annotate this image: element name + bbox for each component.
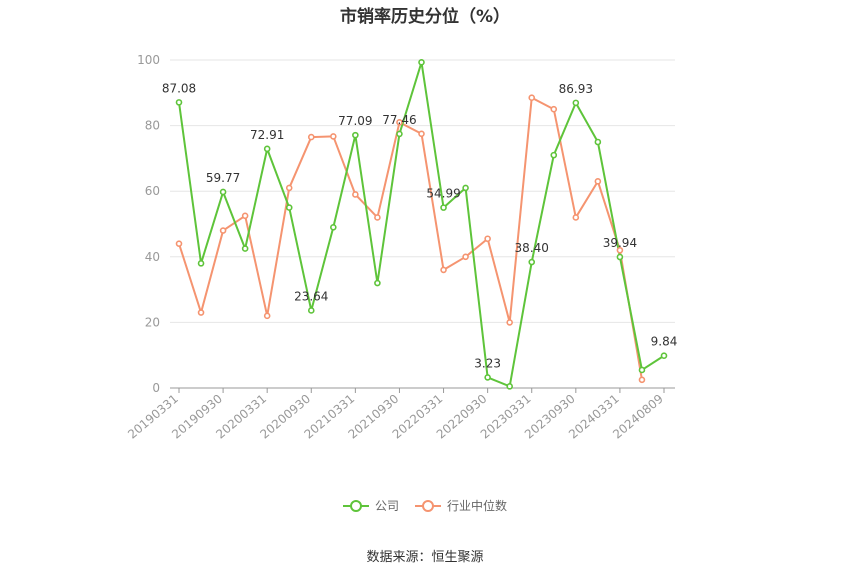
y-tick-label: 20 xyxy=(145,315,160,329)
data-point xyxy=(175,99,183,106)
data-point xyxy=(374,214,381,221)
legend-item-company[interactable]: 公司 xyxy=(342,497,399,514)
data-point xyxy=(263,145,271,153)
data-label: 86.93 xyxy=(559,82,593,96)
data-point xyxy=(241,245,249,252)
data-label: 87.08 xyxy=(162,81,196,95)
data-point xyxy=(550,105,558,113)
data-point xyxy=(638,366,646,374)
data-label: 38.40 xyxy=(515,241,549,255)
data-label: 59.77 xyxy=(206,171,240,185)
data-label: 9.84 xyxy=(651,335,678,349)
data-point xyxy=(352,191,359,198)
series-line xyxy=(178,96,643,380)
data-label: 72.91 xyxy=(250,128,284,142)
legend-label-company: 公司 xyxy=(374,499,399,513)
data-source: 数据来源：恒生聚源 xyxy=(366,550,484,565)
y-tick-label: 0 xyxy=(152,381,160,395)
data-point xyxy=(374,279,381,287)
data-label: 23.64 xyxy=(294,289,328,303)
data-point xyxy=(330,133,337,140)
data-label: 77.46 xyxy=(382,113,416,127)
data-point xyxy=(484,235,491,243)
data-point xyxy=(616,253,624,261)
data-point xyxy=(660,352,668,360)
data-label: 3.23 xyxy=(474,356,501,370)
data-point xyxy=(352,131,359,139)
data-point xyxy=(440,204,447,211)
y-tick-label: 80 xyxy=(145,119,160,133)
data-point xyxy=(594,178,602,185)
data-point xyxy=(418,130,425,138)
data-point xyxy=(506,319,513,326)
grid-lines xyxy=(170,59,675,323)
series-points xyxy=(175,58,668,390)
data-point xyxy=(418,58,425,66)
data-labels: 87.08 59.77 72.91 23.64 77.09 77.46 54.99 3.23 3… xyxy=(162,81,678,370)
data-point xyxy=(219,188,227,196)
data-point xyxy=(638,376,646,384)
data-point xyxy=(197,309,205,316)
data-point xyxy=(241,212,249,220)
data-point xyxy=(550,151,558,159)
data-point xyxy=(462,184,469,192)
data-point xyxy=(506,383,513,390)
data-point xyxy=(175,240,183,247)
data-point xyxy=(285,184,293,192)
data-point xyxy=(440,266,447,274)
data-point xyxy=(197,260,205,267)
line-chart: 0 20 40 60 80 100 201903312019093020200331202… xyxy=(125,53,678,442)
series-lines xyxy=(178,61,665,388)
data-point xyxy=(594,138,602,146)
data-label: 54.99 xyxy=(426,187,460,201)
data-point xyxy=(285,204,293,211)
data-point xyxy=(307,133,315,141)
legend: 公司 行业中位数 xyxy=(0,497,850,514)
y-tick-label: 60 xyxy=(145,184,160,198)
data-point xyxy=(484,374,491,381)
data-label: 77.09 xyxy=(338,114,372,128)
legend-label-industry-median: 行业中位数 xyxy=(447,499,508,513)
data-point xyxy=(616,246,624,254)
data-point xyxy=(572,214,580,221)
data-point xyxy=(307,307,315,314)
y-tick-label: 100 xyxy=(137,53,160,67)
data-point xyxy=(263,312,271,320)
y-tick-label: 40 xyxy=(145,250,160,264)
data-point xyxy=(462,253,469,261)
legend-swatch-industry-median xyxy=(415,499,441,513)
legend-swatch-company xyxy=(342,499,369,513)
data-point xyxy=(528,258,536,266)
data-point xyxy=(219,227,227,234)
series-line xyxy=(178,61,665,388)
x-axis: 2019033120190930202003312020093020210331… xyxy=(125,387,675,442)
data-point xyxy=(528,94,536,102)
data-point xyxy=(330,223,337,231)
chart-title: 市销率历史分位（%） xyxy=(339,7,511,27)
data-label: 39.94 xyxy=(603,236,637,250)
legend-item-industry-median[interactable]: 行业中位数 xyxy=(415,497,507,514)
data-point xyxy=(396,119,403,126)
data-point xyxy=(572,99,580,107)
data-point xyxy=(396,130,403,138)
y-axis-ticks: 0 20 40 60 80 100 xyxy=(137,53,160,395)
